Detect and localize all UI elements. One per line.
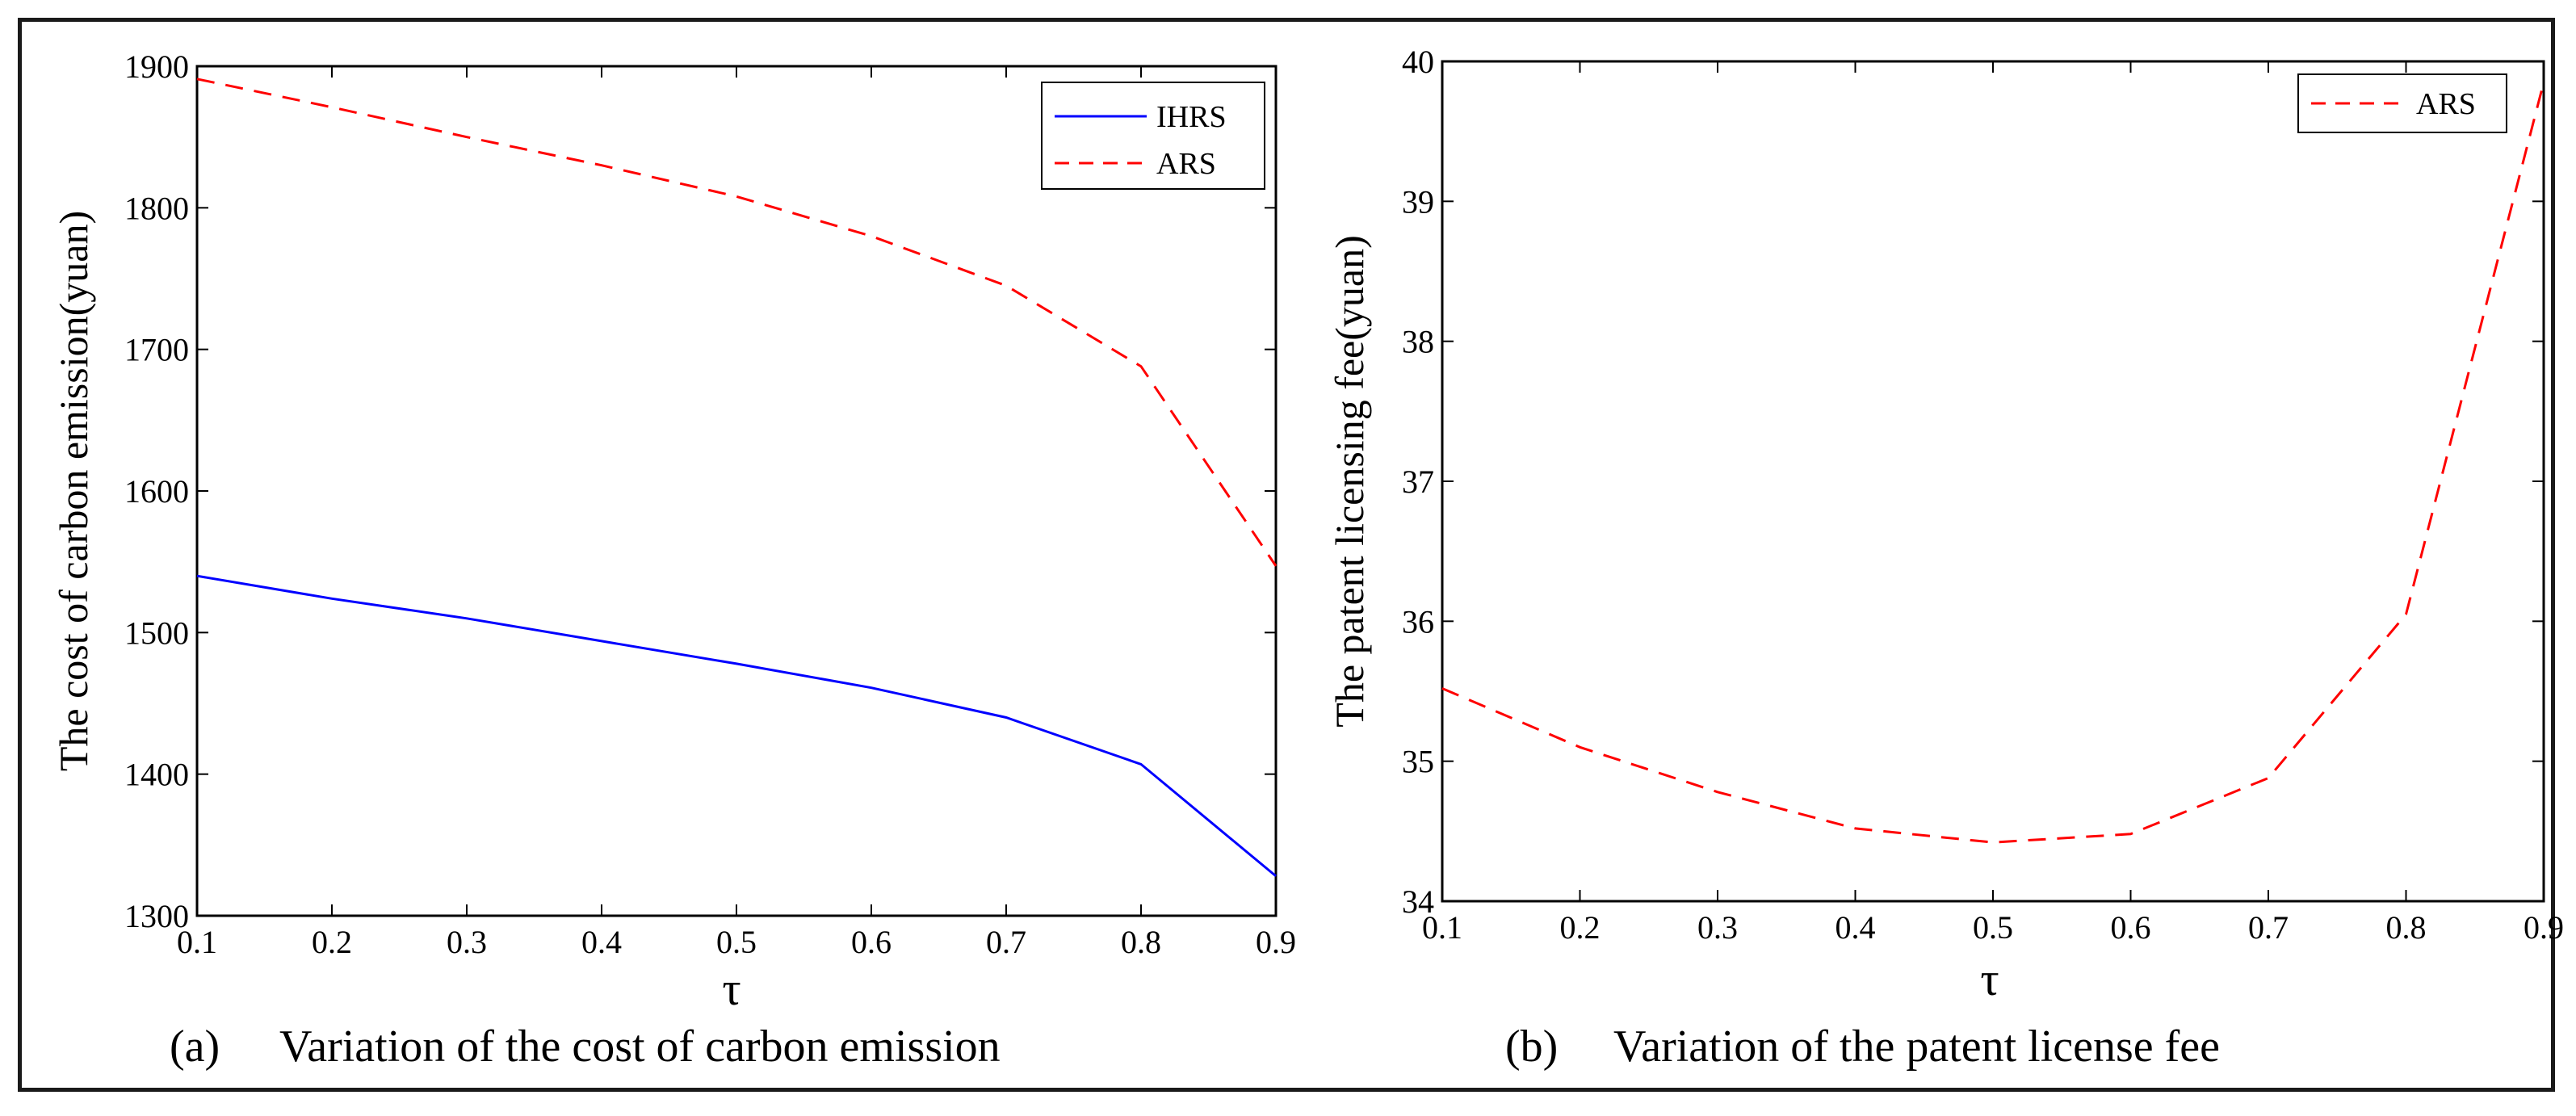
x-tick-label-b-6: 0.7 <box>2248 909 2289 946</box>
caption-label-b: (b) <box>1505 1022 1558 1072</box>
series-b <box>1441 82 2545 844</box>
y-tick-label-b-6: 40 <box>1402 44 1434 80</box>
y-tick-label-b-3: 37 <box>1402 464 1434 500</box>
x-tick-label-b-3: 0.4 <box>1836 909 1876 946</box>
y-tick-label-a-0: 1300 <box>124 898 189 934</box>
x-ticks-b: 0.1 0.2 0.3 0.4 0.5 0.6 0.7 0.8 0.9 <box>1422 61 2564 946</box>
y-tick-label-a-6: 1900 <box>124 48 189 85</box>
x-tick-label-a-2: 0.3 <box>447 924 487 960</box>
plot-area-a <box>195 65 1278 917</box>
caption-label-a: (a) <box>170 1022 220 1072</box>
y-tick-label-b-1: 35 <box>1402 744 1434 780</box>
x-tick-label-b-0: 0.1 <box>1422 909 1462 946</box>
y-axis-label-a: The cost of carbon emission(yuan) <box>51 211 96 771</box>
x-axis-label-b: τ <box>1980 953 1999 1005</box>
x-axis-label-a: τ <box>722 963 740 1015</box>
legend-label-ars-b: ARS <box>2416 87 2476 121</box>
x-tick-label-b-7: 0.8 <box>2386 909 2427 946</box>
caption-text-b: Variation of the patent license fee <box>1613 1022 2220 1072</box>
y-axis-label-b: The patent licensing fee(yuan) <box>1327 235 1372 727</box>
series-a <box>196 78 1278 878</box>
caption-text-a: Variation of the cost of carbon emission <box>279 1022 1001 1072</box>
y-tick-label-b-4: 38 <box>1402 324 1434 360</box>
legend-a: IHRS ARS <box>1041 82 1265 190</box>
x-tick-label-a-0: 0.1 <box>177 924 217 960</box>
series-line-b-ars <box>1441 82 2545 844</box>
x-tick-label-a-4: 0.5 <box>716 924 757 960</box>
x-tick-label-a-5: 0.6 <box>851 924 892 960</box>
x-tick-label-b-2: 0.3 <box>1697 909 1738 946</box>
y-tick-label-b-5: 39 <box>1402 183 1434 220</box>
x-tick-label-b-1: 0.2 <box>1560 909 1601 946</box>
legend-label-ihrs: IHRS <box>1156 100 1227 134</box>
x-tick-label-b-4: 0.5 <box>1973 909 2013 946</box>
x-tick-label-a-6: 0.7 <box>986 924 1026 960</box>
legend-b: ARS <box>2297 73 2507 133</box>
series-line-a-ars <box>196 78 1278 567</box>
legend-box-b <box>2297 73 2507 133</box>
series-line-a-ihrs <box>196 574 1277 878</box>
y-tick-label-a-3: 1600 <box>124 473 189 510</box>
x-tick-label-a-7: 0.8 <box>1121 924 1161 960</box>
legend-box-a <box>1041 82 1265 190</box>
x-tick-label-a-1: 0.2 <box>312 924 352 960</box>
x-tick-label-a-3: 0.4 <box>581 924 622 960</box>
figure-frame <box>18 18 2555 1092</box>
x-tick-label-b-5: 0.6 <box>2111 909 2151 946</box>
x-ticks-a: 0.1 0.2 0.3 0.4 0.5 0.6 0.7 0.8 0.9 <box>177 66 1296 960</box>
x-tick-label-a-8: 0.9 <box>1256 924 1296 960</box>
y-tick-label-b-0: 34 <box>1402 883 1434 920</box>
y-ticks-b: 34 35 36 37 38 39 40 <box>1402 44 2544 920</box>
y-tick-label-a-1: 1400 <box>124 757 189 793</box>
y-ticks-a: 1300 1400 1500 1600 1700 1800 1900 <box>124 48 1276 934</box>
y-tick-label-a-5: 1800 <box>124 190 189 226</box>
x-tick-label-b-8: 0.9 <box>2524 909 2564 946</box>
y-tick-label-b-2: 36 <box>1402 603 1434 640</box>
legend-label-ars-a: ARS <box>1156 147 1216 181</box>
plot-area-b <box>1441 60 2545 903</box>
y-tick-label-a-4: 1700 <box>124 332 189 368</box>
y-tick-label-a-2: 1500 <box>124 615 189 651</box>
